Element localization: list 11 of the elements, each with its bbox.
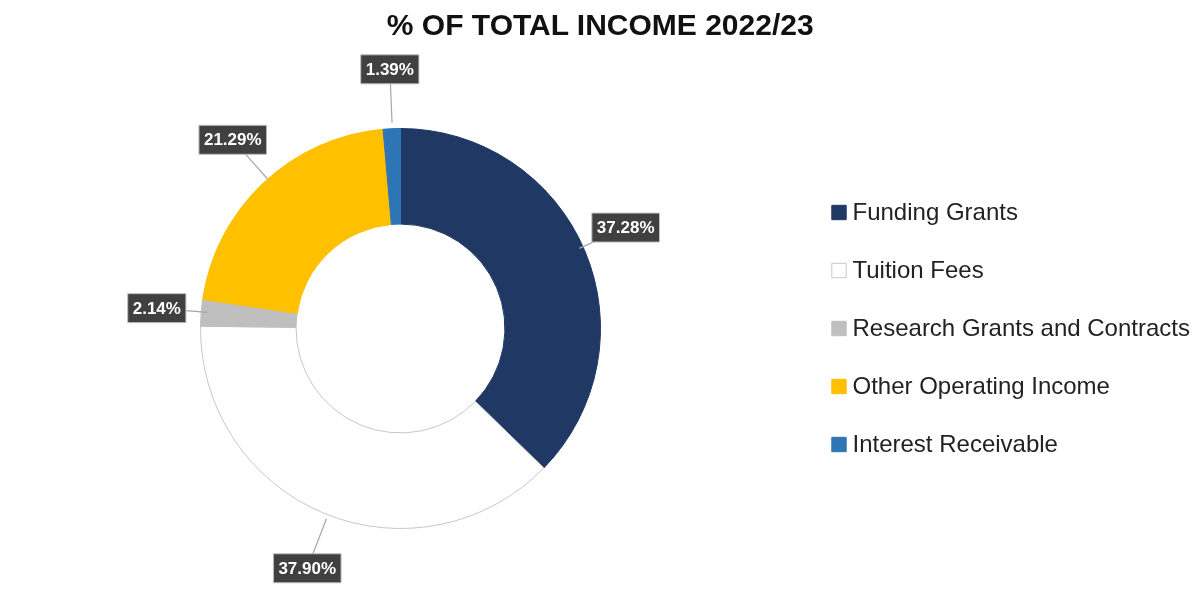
data-label: 37.90% xyxy=(278,558,337,578)
data-label: 21.29% xyxy=(203,130,262,150)
data-label: 2.14% xyxy=(132,298,181,318)
legend-label: Interest Receivable xyxy=(852,430,1058,458)
data-label: 1.39% xyxy=(365,59,414,79)
legend-label: Funding Grants xyxy=(852,198,1018,226)
data-label: 37.28% xyxy=(596,218,655,238)
chart-title: % OF TOTAL INCOME 2022/23 xyxy=(386,7,814,41)
legend-label: Other Operating Income xyxy=(852,372,1110,400)
legend-label: Tuition Fees xyxy=(852,256,984,284)
legend-label: Research Grants and Contracts xyxy=(852,314,1190,342)
